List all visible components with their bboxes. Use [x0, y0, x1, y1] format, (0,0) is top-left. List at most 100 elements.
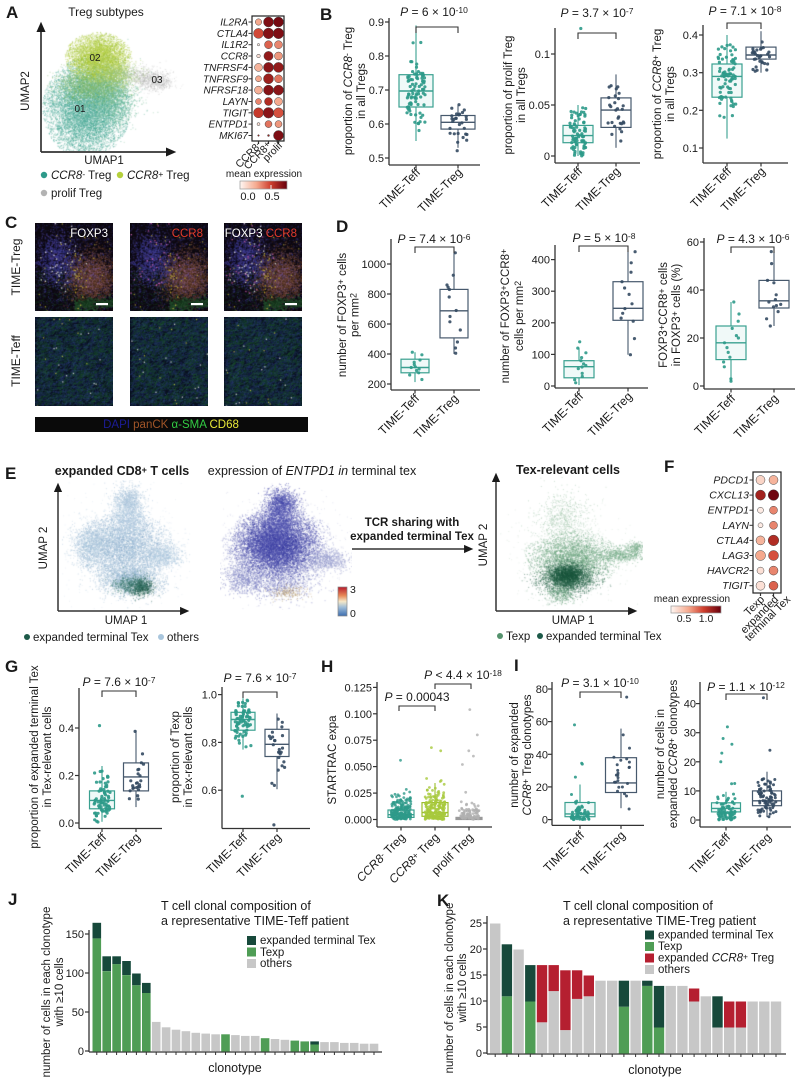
svg-text:TNFRSF9: TNFRSF9 [203, 74, 248, 85]
svg-text:CTLA4: CTLA4 [217, 29, 249, 40]
svg-text:10: 10 [684, 786, 696, 798]
svg-text:expanded CCR8+ clonotypes: expanded CCR8+ clonotypes [667, 680, 680, 829]
svg-text:0: 0 [690, 815, 696, 827]
svg-text:PDCD1: PDCD1 [713, 475, 749, 487]
svg-text:40: 40 [536, 749, 548, 761]
svg-text:0.3: 0.3 [683, 68, 698, 80]
svg-text:0.05: 0.05 [529, 100, 550, 112]
svg-text:60: 60 [687, 237, 699, 249]
svg-text:expanded terminal Tex: expanded terminal Tex [658, 930, 774, 942]
svg-text:I: I [514, 656, 519, 675]
svg-text:0.5: 0.5 [369, 153, 384, 165]
svg-text:UMAP 2: UMAP 2 [38, 527, 50, 570]
svg-text:proportion of prolif Treg: proportion of prolif Treg [503, 36, 515, 155]
svg-text:0.100: 0.100 [344, 709, 372, 721]
svg-text:number of cells in each clonot: number of cells in each clonotype [41, 907, 53, 1078]
svg-text:proportion of CCR8+ Treg: proportion of CCR8+ Treg [651, 29, 664, 160]
svg-text:P = 6 × 10-10: P = 6 × 10-10 [400, 5, 468, 19]
svg-text:0.4: 0.4 [683, 30, 698, 42]
svg-text:F: F [664, 457, 674, 476]
svg-text:400: 400 [368, 349, 386, 361]
svg-text:0.8: 0.8 [369, 51, 384, 63]
svg-text:CCR8: CCR8 [172, 228, 203, 240]
svg-text:T cell clonal composition of: T cell clonal composition of [161, 899, 311, 913]
svg-text:IL1R2: IL1R2 [221, 40, 248, 51]
svg-text:E: E [5, 464, 16, 483]
svg-text:cells per mm2: cells per mm2 [513, 281, 526, 351]
svg-text:ENTPD1: ENTPD1 [209, 120, 248, 131]
svg-text:in all Tregs: in all Tregs [356, 63, 368, 119]
svg-text:Texp: Texp [658, 941, 682, 953]
svg-text:LAG3: LAG3 [722, 550, 749, 562]
svg-text:DAPI panCK α-SMA CD68: DAPI panCK α-SMA CD68 [103, 419, 239, 431]
svg-text:10: 10 [470, 996, 482, 1008]
svg-text:1000: 1000 [362, 259, 386, 271]
svg-text:number of FOXP3+CCR8+: number of FOXP3+CCR8+ [499, 249, 512, 384]
svg-text:TCR sharing with: TCR sharing with [365, 517, 460, 529]
svg-text:0: 0 [476, 1048, 482, 1060]
svg-text:A: A [6, 3, 18, 22]
svg-text:CXCL13: CXCL13 [709, 490, 749, 502]
svg-text:TIME-Treg: TIME-Treg [578, 828, 628, 878]
svg-text:300: 300 [532, 286, 550, 298]
svg-text:150: 150 [66, 929, 84, 941]
svg-text:others: others [260, 958, 292, 970]
svg-text:TIME-Treg: TIME-Treg [9, 239, 23, 296]
svg-text:0.075: 0.075 [344, 735, 372, 747]
svg-text:P = 5 × 10-8: P = 5 × 10-8 [573, 231, 636, 245]
svg-text:0.6: 0.6 [369, 119, 384, 131]
svg-text:TIME-Treg: TIME-Treg [585, 389, 635, 439]
svg-text:with ≥10 cells: with ≥10 cells [457, 953, 469, 1023]
svg-text:TNFRSF4: TNFRSF4 [203, 63, 248, 74]
svg-text:FOXP3+CCR8+ cells: FOXP3+CCR8+ cells [657, 262, 670, 368]
svg-text:TIME-Treg: TIME-Treg [415, 165, 465, 215]
svg-text:0.025: 0.025 [344, 788, 372, 800]
svg-text:200: 200 [368, 379, 386, 391]
svg-text:B: B [320, 5, 332, 24]
svg-text:mean expression: mean expression [654, 594, 730, 605]
svg-text:P = 4.3 × 10-6: P = 4.3 × 10-6 [717, 232, 790, 246]
svg-text:0.5: 0.5 [677, 613, 692, 625]
svg-text:D: D [336, 217, 348, 236]
svg-text:TIME-Teff: TIME-Teff [540, 389, 587, 436]
svg-text:03: 03 [151, 75, 163, 86]
svg-text:proportion of expanded termina: proportion of expanded terminal Tex [29, 665, 41, 849]
svg-text:0: 0 [350, 608, 356, 620]
svg-text:TIGIT: TIGIT [222, 108, 248, 119]
svg-text:P = 0.00043: P = 0.00043 [384, 690, 449, 704]
svg-text:IL2RA: IL2RA [220, 18, 248, 29]
svg-text:HAVCR2: HAVCR2 [707, 565, 749, 577]
svg-text:prolif Treg: prolif Treg [51, 188, 102, 200]
svg-text:CCR8: CCR8 [221, 52, 249, 63]
svg-text:others: others [658, 964, 690, 976]
svg-text:0.1: 0.1 [683, 143, 698, 155]
svg-text:0.0: 0.0 [240, 191, 255, 203]
svg-text:expanded terminal Tex: expanded terminal Tex [350, 531, 474, 543]
svg-text:80: 80 [536, 684, 548, 696]
svg-text:Treg subtypes: Treg subtypes [68, 5, 144, 19]
svg-text:0.7: 0.7 [369, 85, 384, 97]
svg-text:clonotype: clonotype [208, 1061, 262, 1075]
svg-text:UMAP1: UMAP1 [84, 155, 124, 167]
svg-text:a representative TIME-Teff pat: a representative TIME-Teff patient [161, 914, 349, 928]
svg-text:LAYN: LAYN [223, 97, 249, 108]
svg-text:100: 100 [66, 968, 84, 980]
svg-text:P = 3.1 × 10-10: P = 3.1 × 10-10 [561, 676, 639, 690]
svg-text:FOXP3 CCR8: FOXP3 CCR8 [225, 228, 297, 240]
svg-text:a representative TIME-Treg pat: a representative TIME-Treg patient [563, 914, 757, 928]
svg-text:T cell clonal composition of: T cell clonal composition of [563, 899, 713, 913]
svg-text:in all Tregs: in all Tregs [665, 66, 677, 122]
svg-text:20: 20 [536, 782, 548, 794]
svg-text:600: 600 [368, 319, 386, 331]
svg-text:0.2: 0.2 [59, 771, 74, 783]
svg-text:per mm2: per mm2 [348, 293, 361, 337]
svg-text:number of expanded: number of expanded [509, 702, 521, 808]
svg-text:0.050: 0.050 [344, 762, 372, 774]
svg-text:P = 7.6 × 10-7: P = 7.6 × 10-7 [224, 671, 297, 685]
svg-text:H: H [321, 657, 333, 676]
svg-text:0.1: 0.1 [535, 49, 550, 61]
svg-text:proportion of CCR8- Treg: proportion of CCR8- Treg [342, 27, 355, 155]
svg-text:others: others [167, 632, 199, 644]
svg-text:in all Tregs: in all Tregs [516, 67, 528, 123]
svg-text:P = 7.6 × 10-7: P = 7.6 × 10-7 [83, 675, 156, 689]
